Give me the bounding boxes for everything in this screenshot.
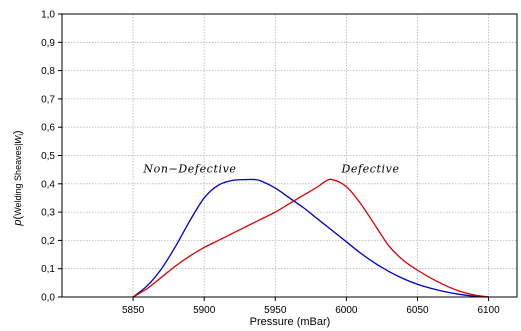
x-tick-labels: 5850 5900 5950 6000 6050 6100 [122, 305, 500, 316]
y-label-sub: i [18, 134, 25, 136]
y-tick-label: 1,0 [41, 10, 55, 21]
curve-annotation-2: Defective [340, 162, 399, 175]
y-tick-label: 0,6 [41, 123, 55, 134]
y-tick-label: 0,0 [41, 293, 55, 304]
y-axis-label: p(Welding Sheaves|wi) [12, 130, 25, 226]
plot-frame [61, 13, 518, 298]
y-tick-label: 0,4 [41, 179, 55, 190]
series-lines [132, 178, 489, 298]
x-tick-label: 6100 [477, 305, 500, 316]
x-tick-label: 5900 [193, 305, 216, 316]
y-tick-label: 0,9 [41, 38, 55, 49]
x-axis-label: Pressure (mBar) [250, 316, 331, 328]
y-label-symbol: w [12, 135, 24, 144]
y-label-paren-open: ( [12, 215, 24, 219]
curve-annotation-1: Non−Defective [142, 162, 236, 175]
y-label-paren-close: ) [12, 130, 24, 134]
x-tick-label: 6000 [335, 305, 358, 316]
y-tick-label: 0,3 [41, 208, 55, 219]
y-tick-label: 0,7 [41, 94, 55, 105]
y-tick-labels: 0,0 0,1 0,2 0,3 0,4 0,5 0,6 0,7 0,8 0,9 1,0 [41, 10, 55, 304]
x-tick-label: 5850 [122, 305, 145, 316]
series-line-1 [132, 178, 489, 298]
y-label-text: Welding Sheaves| [13, 144, 23, 216]
y-tick-label: 0,8 [41, 66, 55, 77]
annotations: Non−Defective Defective [142, 162, 399, 175]
y-label-prefix: p [12, 219, 24, 226]
y-tick-label: 0,1 [41, 264, 55, 275]
x-tick-label: 6050 [406, 305, 429, 316]
x-tick-label: 5950 [264, 305, 287, 316]
tick-marks [58, 13, 490, 301]
y-tick-label: 0,5 [41, 151, 55, 162]
series-line-2 [132, 178, 489, 298]
y-tick-label: 0,2 [41, 236, 55, 247]
grid-lines [62, 14, 517, 297]
y-axis-label-group: p(Welding Sheaves|wi) [12, 130, 25, 226]
